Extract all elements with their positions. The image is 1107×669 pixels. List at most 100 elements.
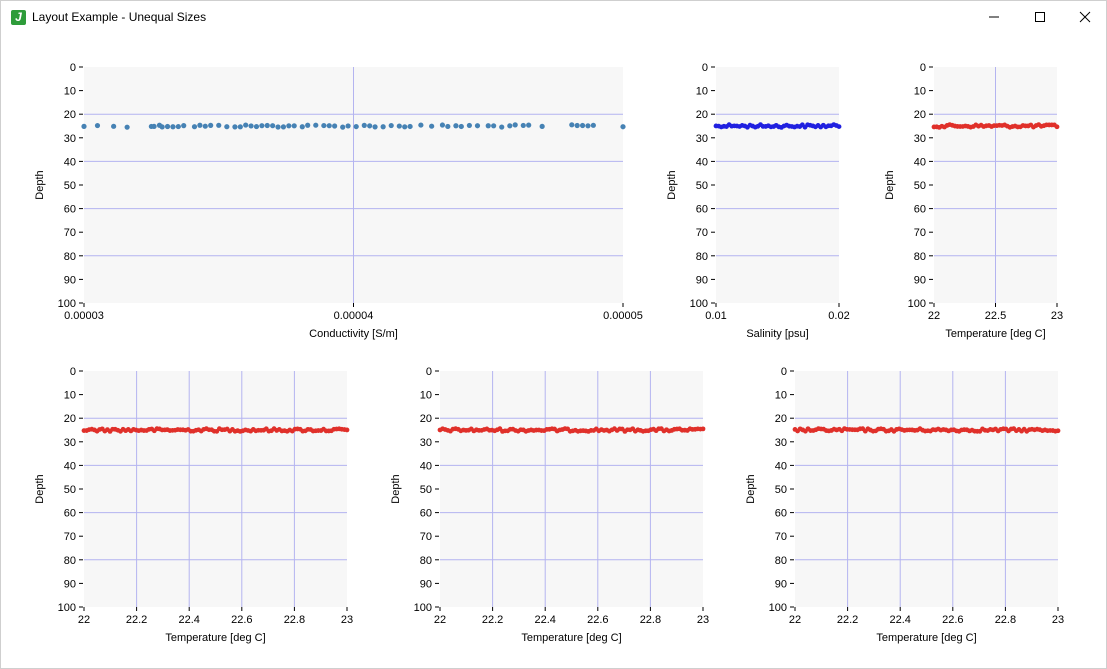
maximize-icon <box>1035 12 1045 22</box>
data-point <box>237 124 243 130</box>
y-tick-label: 10 <box>696 86 708 98</box>
y-tick-label: 30 <box>420 437 432 449</box>
x-tick-label: 0.01 <box>705 310 726 322</box>
data-point <box>270 123 276 129</box>
x-tick-label: 22.4 <box>889 614 910 626</box>
data-point <box>520 122 526 129</box>
y-tick-label: 90 <box>696 274 708 286</box>
data-point <box>259 123 265 129</box>
y-tick-label: 0 <box>70 62 76 74</box>
x-axis-label: Temperature [deg C] <box>876 632 976 644</box>
y-tick-label: 20 <box>914 109 926 121</box>
data-point <box>208 122 214 128</box>
x-tick-label: 0.02 <box>828 310 849 322</box>
y-tick-label: 70 <box>64 227 76 239</box>
data-point <box>326 123 332 129</box>
y-tick-label: 50 <box>696 180 708 192</box>
data-point <box>264 122 270 129</box>
data-point <box>1055 428 1061 434</box>
data-point <box>620 124 626 130</box>
minimize-button[interactable] <box>971 1 1017 33</box>
x-tick-label: 23 <box>1052 614 1064 626</box>
data-point <box>590 122 596 128</box>
y-axis-label: Depth <box>745 474 757 503</box>
y-tick-label: 60 <box>420 508 432 520</box>
x-tick-label: 22.2 <box>482 614 503 626</box>
y-tick-label: 90 <box>420 578 432 590</box>
x-tick-label: 23 <box>697 614 709 626</box>
y-axis-label: Depth <box>34 474 46 503</box>
data-point <box>407 123 413 130</box>
y-tick-label: 50 <box>775 484 787 496</box>
x-axis-label: Salinity [psu] <box>746 328 808 340</box>
data-point <box>361 122 367 128</box>
title-bar[interactable]: J Layout Example - Unequal Sizes <box>1 1 1106 33</box>
data-point <box>507 123 513 129</box>
data-points <box>81 122 626 130</box>
x-tick-label: 22 <box>928 310 940 322</box>
y-tick-label: 0 <box>70 366 76 378</box>
data-point <box>388 122 394 129</box>
data-point <box>111 123 117 129</box>
data-points <box>931 122 1060 130</box>
y-tick-label: 80 <box>64 251 76 263</box>
data-point <box>474 123 481 129</box>
x-tick-label: 22.6 <box>942 614 963 626</box>
y-axis-label: Depth <box>34 170 46 199</box>
data-point <box>439 122 446 128</box>
data-point <box>499 124 505 130</box>
y-tick-label: 80 <box>696 251 708 263</box>
data-point <box>275 124 281 130</box>
y-tick-label: 80 <box>775 555 787 567</box>
x-tick-label: 0.00005 <box>603 310 643 322</box>
y-tick-label: 0 <box>781 366 787 378</box>
data-points <box>81 426 350 434</box>
y-tick-label: 60 <box>64 204 76 216</box>
y-tick-label: 90 <box>64 578 76 590</box>
data-point <box>313 122 319 128</box>
x-tick-label: 22.8 <box>995 614 1016 626</box>
data-point <box>321 122 327 129</box>
data-point <box>353 123 359 130</box>
x-tick-label: 22 <box>434 614 446 626</box>
y-tick-label: 60 <box>64 508 76 520</box>
y-tick-label: 80 <box>64 555 76 567</box>
data-point <box>243 122 249 128</box>
x-tick-label: 22.4 <box>534 614 555 626</box>
y-tick-label: 50 <box>420 484 432 496</box>
data-point <box>340 124 346 130</box>
x-axis-label: Conductivity [S/m] <box>309 328 398 340</box>
y-tick-label: 20 <box>420 413 432 425</box>
data-point <box>429 123 435 129</box>
data-point <box>491 123 497 129</box>
data-point <box>367 123 373 129</box>
plot-background <box>440 371 703 607</box>
data-point <box>291 123 297 129</box>
y-tick-label: 30 <box>64 133 76 145</box>
data-point <box>585 123 591 129</box>
y-tick-label: 50 <box>64 484 76 496</box>
y-tick-label: 40 <box>420 460 432 472</box>
data-point <box>124 124 130 130</box>
data-point <box>380 124 386 130</box>
y-tick-label: 80 <box>914 251 926 263</box>
x-tick-label: 22.8 <box>284 614 305 626</box>
close-button[interactable] <box>1062 1 1107 33</box>
data-point <box>574 122 580 129</box>
x-tick-label: 23 <box>1051 310 1063 322</box>
y-tick-label: 0 <box>702 62 708 74</box>
data-points <box>713 122 842 130</box>
data-point <box>224 124 230 130</box>
data-point <box>332 123 338 129</box>
data-point <box>159 124 165 130</box>
y-tick-label: 80 <box>420 555 432 567</box>
data-point <box>445 123 451 130</box>
maximize-button[interactable] <box>1017 1 1063 33</box>
data-point <box>286 123 292 129</box>
x-tick-label: 0.00003 <box>64 310 104 322</box>
